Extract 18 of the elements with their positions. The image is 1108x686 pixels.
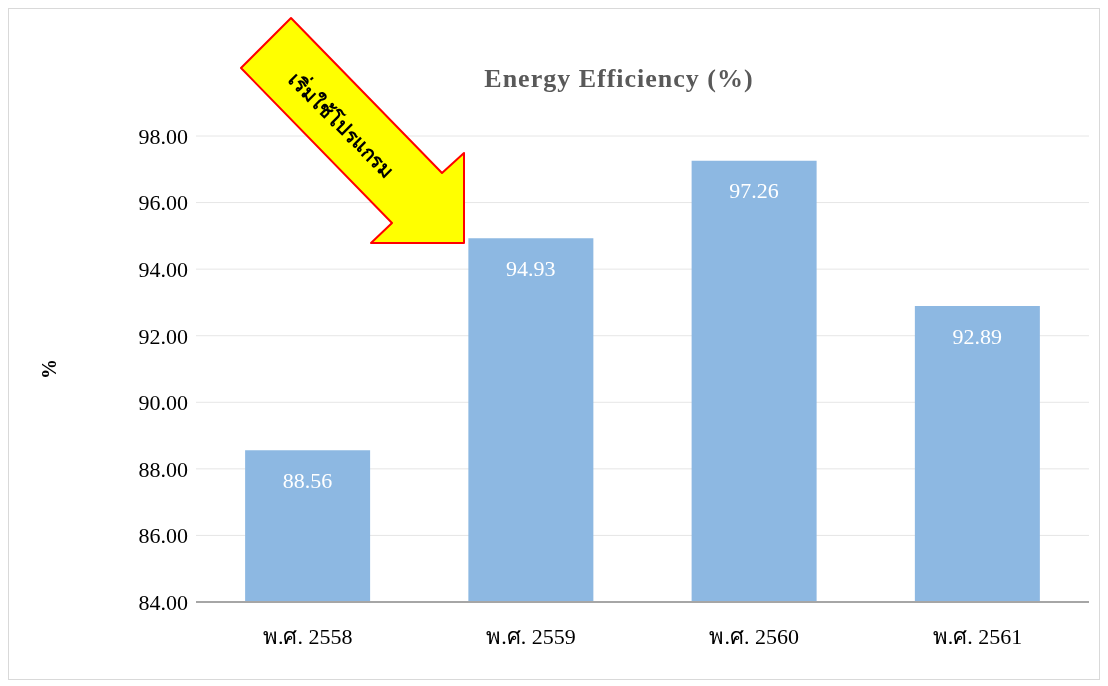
chart-title: Energy Efficiency (%)	[484, 64, 754, 93]
y-tick-label: 92.00	[138, 323, 188, 349]
x-tick-label: พ.ศ. 2560	[709, 623, 799, 649]
y-tick-label: 98.00	[138, 123, 188, 149]
y-tick-label: 88.00	[138, 456, 188, 482]
y-tick-label: 94.00	[138, 256, 188, 282]
y-axis-title: %	[38, 359, 61, 379]
data-label: 97.26	[729, 178, 779, 204]
data-label: 92.89	[952, 323, 1003, 349]
y-tick-label: 96.00	[138, 190, 188, 216]
data-label: 88.56	[282, 467, 333, 493]
y-tick-label: 84.00	[138, 589, 188, 615]
x-tick-label: พ.ศ. 2558	[262, 623, 353, 649]
y-tick-label: 90.00	[138, 390, 188, 416]
y-tick-label: 86.00	[138, 523, 188, 549]
x-tick-label: พ.ศ. 2559	[486, 623, 576, 649]
data-label: 94.93	[506, 255, 556, 281]
x-tick-label: พ.ศ. 2561	[932, 623, 1023, 649]
